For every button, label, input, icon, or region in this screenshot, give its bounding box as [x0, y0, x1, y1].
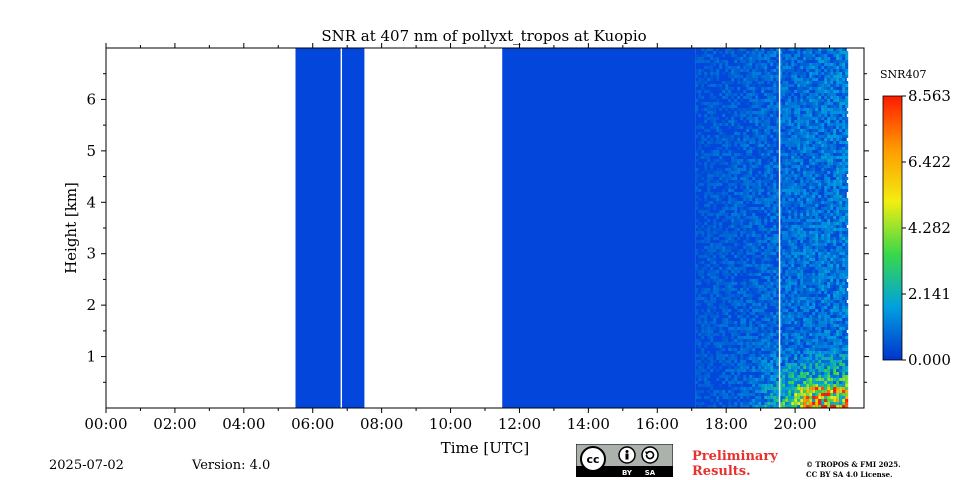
preliminary-line-1: Preliminary [692, 449, 778, 464]
share-alike-icon [641, 446, 659, 464]
y-axis: 1 2 3 4 5 6 [86, 73, 869, 383]
colorbar-ticks: 0.000 2.141 4.282 6.422 8.563 [902, 87, 951, 369]
preliminary-line-2: Results. [692, 464, 751, 479]
colorbar-tick-label: 4.282 [908, 219, 951, 237]
colorbar-tick-label: 0.000 [908, 351, 951, 369]
preliminary-notice: Preliminary Results. [692, 449, 778, 479]
y-tick-label: 1 [86, 348, 96, 366]
colorbar-tick-label: 8.563 [908, 87, 951, 105]
data-gap-3 [778, 48, 781, 408]
colorbar [882, 95, 903, 361]
x-tick-label: 02:00 [153, 415, 196, 433]
copyright-line-2: CC BY SA 4.0 License. [806, 470, 893, 479]
x-tick-label: 04:00 [222, 415, 265, 433]
svg-text:cc: cc [586, 453, 599, 466]
copyright-notice: © TROPOS & FMI 2025. CC BY SA 4.0 Licens… [806, 460, 901, 480]
y-axis-label: Height [km] [62, 182, 80, 274]
chart-title: SNR at 407 nm of pollyxt_tropos at Kuopi… [321, 27, 646, 45]
x-axis: 00:00 02:00 04:00 06:00 08:00 10:00 12:00 14:00… [84, 43, 831, 433]
x-tick-label: 00:00 [84, 415, 127, 433]
plot-area [105, 47, 865, 409]
badge-sa: SA [645, 469, 656, 477]
x-tick-label: 14:00 [567, 415, 610, 433]
y-tick-label: 3 [86, 245, 96, 263]
copyright-line-1: © TROPOS & FMI 2025. [806, 460, 901, 469]
y-tick-label: 5 [86, 142, 96, 160]
y-tick-label: 6 [86, 90, 96, 108]
x-axis-label: Time [UTC] [441, 439, 530, 457]
x-tick-label: 12:00 [498, 415, 541, 433]
colorbar-tick-label: 6.422 [908, 153, 951, 171]
data-block-2 [502, 48, 696, 408]
data-gap-1 [340, 48, 343, 408]
colorbar-tick-label: 2.141 [908, 285, 951, 303]
cc-by-sa-badge: cc BY SA [576, 444, 673, 477]
x-tick-label: 20:00 [773, 415, 816, 433]
cc-icon [580, 446, 606, 472]
x-tick-label: 10:00 [429, 415, 472, 433]
x-tick-label: 06:00 [291, 415, 334, 433]
colorbar-label: SNR407 [880, 68, 926, 81]
x-tick-label: 08:00 [360, 415, 403, 433]
footer-version: Version: 4.0 [192, 458, 271, 473]
y-tick-label: 2 [86, 296, 96, 314]
data-block-1 [295, 48, 365, 408]
x-tick-label: 16:00 [636, 415, 679, 433]
x-tick-label: 18:00 [705, 415, 748, 433]
footer-date: 2025-07-02 [49, 458, 124, 473]
snr-noise-field [695, 48, 849, 408]
y-tick-label: 4 [86, 193, 96, 211]
badge-by: BY [622, 469, 633, 477]
